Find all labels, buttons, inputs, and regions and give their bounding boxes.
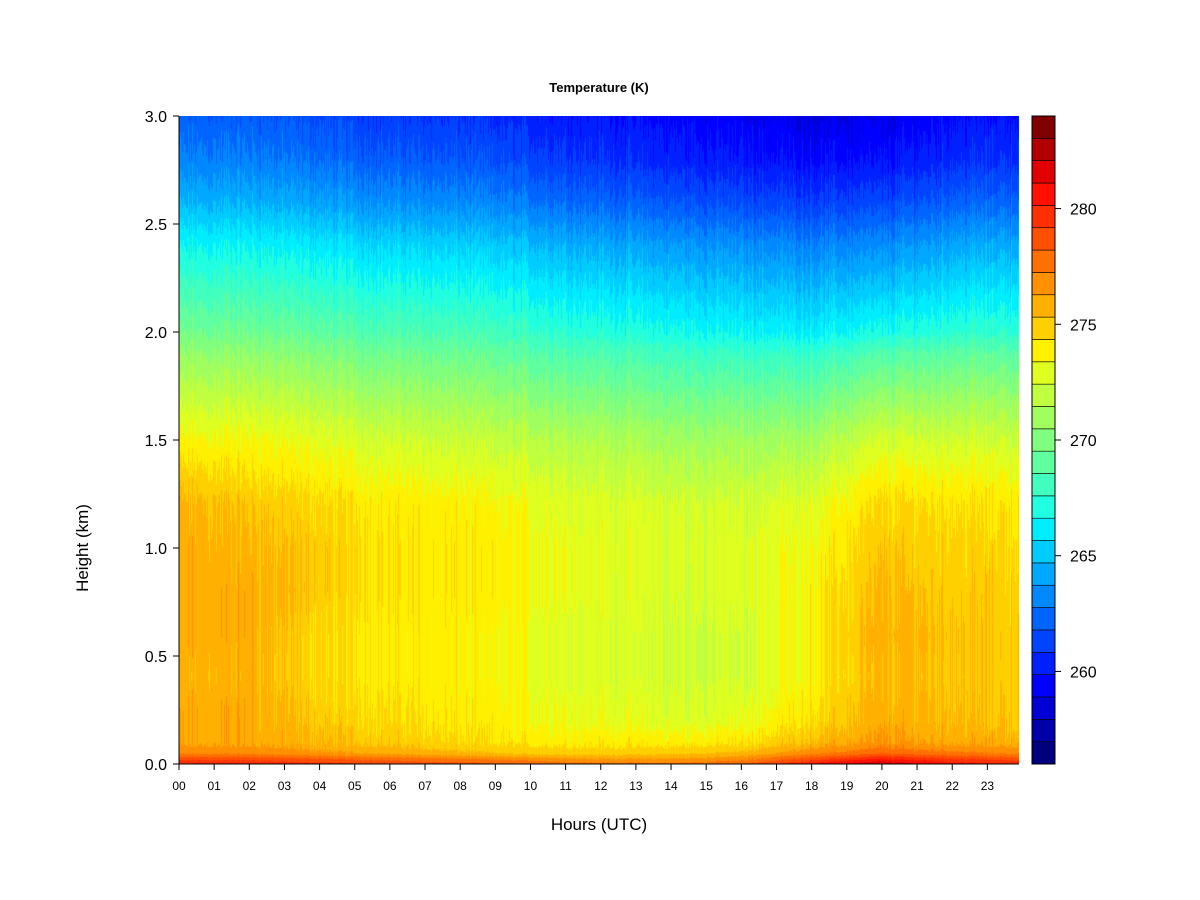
colorbar-ticks: 260 265 270 275 280 [1055,202,1097,681]
x-tick-label: 04 [313,779,327,793]
colorbar-swatch [1031,517,1056,541]
colorbar-swatch [1031,584,1056,608]
colorbar-tick-label: 275 [1070,317,1097,334]
colorbar-swatch [1031,674,1056,698]
colorbar-swatch [1031,406,1056,430]
colorbar-swatch [1031,182,1056,206]
x-tick-label: 20 [875,779,889,793]
x-tick-label: 12 [594,779,608,793]
colorbar-swatch [1031,249,1056,273]
x-tick-label: 15 [700,779,714,793]
colorbar-swatch [1031,719,1056,742]
colorbar-tick-label: 265 [1070,549,1097,566]
x-tick-label: 01 [207,779,221,793]
heatmap-image [179,116,1019,764]
x-tick-label: 14 [664,779,678,793]
colorbar-tick-label: 270 [1070,433,1097,450]
x-tick-label: 03 [278,779,292,793]
chart-title: Temperature (K) [549,80,648,95]
colorbar-swatch [1031,473,1056,497]
y-tick-label: 0.5 [145,649,167,666]
x-tick-label: 17 [770,779,784,793]
colorbar-tick-label: 280 [1070,202,1097,219]
y-tick-label: 2.5 [145,217,167,234]
colorbar-swatch [1031,138,1056,161]
x-tick-label: 08 [453,779,467,793]
colorbar-tick-label: 260 [1070,664,1097,681]
x-tick-label: 21 [910,779,924,793]
colorbar-swatch [1031,651,1056,675]
y-tick-label: 1.0 [145,541,167,558]
y-axis: 0.0 0.5 1.0 1.5 2.0 2.5 3.0 [145,109,180,774]
x-tick-label: 11 [559,779,572,793]
colorbar-swatch [1031,272,1056,296]
colorbar-swatch [1031,629,1056,653]
x-tick-label: 09 [489,779,503,793]
colorbar-swatch [1031,383,1056,407]
colorbar-swatch [1031,562,1056,586]
y-tick-label: 2.0 [145,325,167,342]
colorbar-swatch [1031,339,1056,363]
colorbar-swatch [1031,450,1056,474]
x-tick-label: 07 [418,779,432,793]
colorbar-swatch [1031,540,1056,564]
x-axis: 00 01 02 03 04 05 06 07 08 09 10 11 12 13 14 15 16 17 18 19… [172,763,1019,793]
x-axis-title: Hours (UTC) [551,815,647,834]
heatmap-field [179,116,1019,764]
x-tick-label: 06 [383,779,397,793]
x-tick-label: 18 [805,779,819,793]
x-tick-label: 10 [524,779,538,793]
x-tick-label: 13 [629,779,643,793]
colorbar-swatch [1031,741,1056,765]
colorbar-swatch [1031,361,1056,385]
colorbar-swatch [1031,205,1056,229]
x-tick-label: 02 [243,779,257,793]
colorbar-swatch [1031,160,1056,184]
colorbar [1031,115,1056,765]
y-tick-label: 3.0 [145,109,167,126]
y-tick-label: 0.0 [145,757,167,774]
x-tick-label: 05 [348,779,362,793]
x-tick-label: 23 [981,779,995,793]
colorbar-swatch [1031,607,1056,631]
x-tick-label: 00 [172,779,186,793]
colorbar-swatch [1031,495,1056,519]
x-tick-label: 16 [735,779,749,793]
colorbar-swatch [1031,227,1056,251]
colorbar-swatch [1031,294,1056,318]
x-tick-label: 19 [840,779,854,793]
colorbar-swatch [1031,696,1056,720]
x-tick-label: 22 [946,779,960,793]
colorbar-swatch [1031,428,1056,452]
colorbar-swatch [1031,316,1056,340]
colorbar-swatch [1031,115,1056,139]
y-tick-label: 1.5 [145,433,167,450]
y-axis-title: Height (km) [73,504,92,592]
